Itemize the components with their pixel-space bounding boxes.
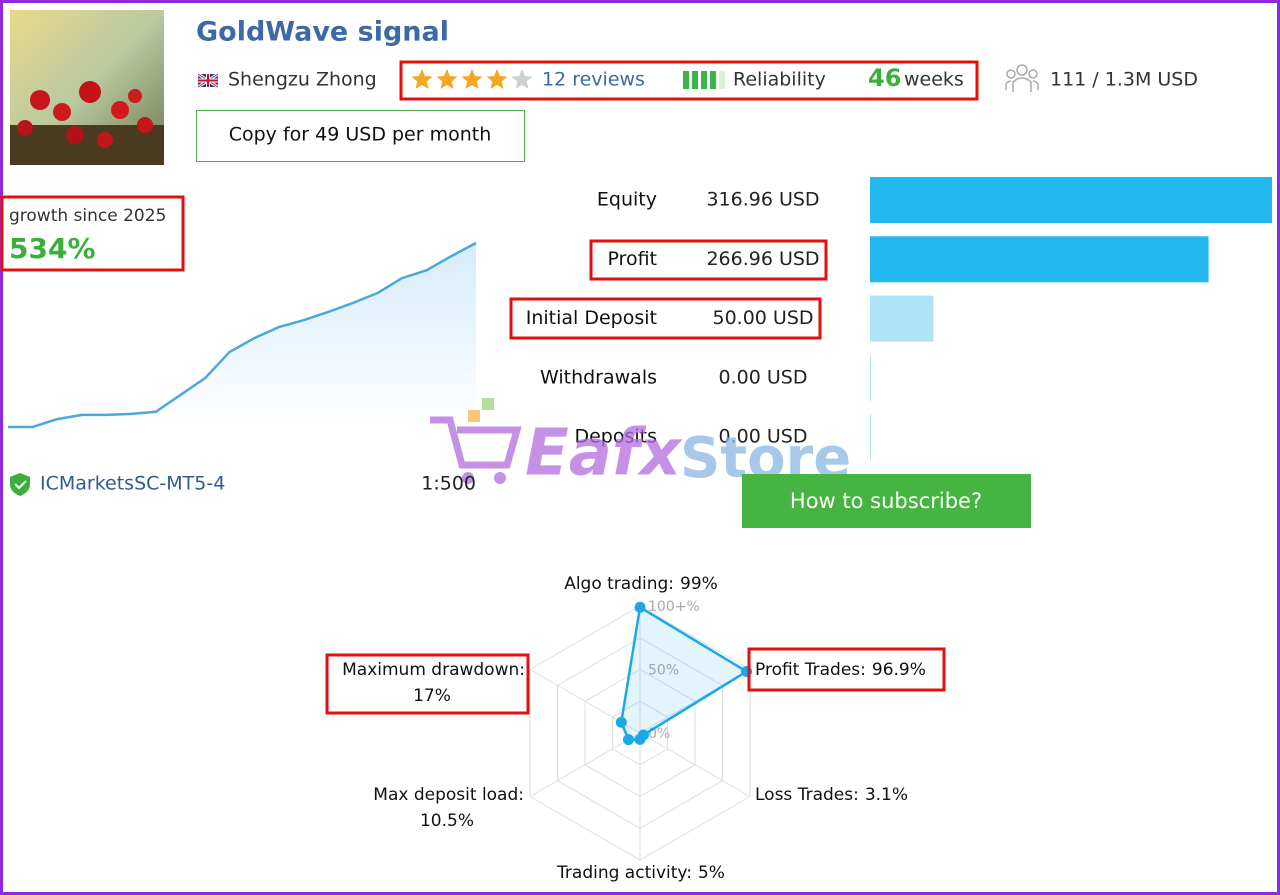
radar-chart: 100+%50%0%Algo trading:99%Profit Trades:…: [342, 574, 926, 883]
growth-chart: [8, 241, 477, 429]
radar-axis-value: 3.1%: [865, 785, 908, 805]
radar-axis-value: 17%: [413, 686, 451, 706]
radar-axis-value: 99%: [680, 574, 718, 594]
radar-axis-label: Algo trading:: [564, 574, 674, 594]
stat-label: Profit: [607, 248, 657, 270]
broker-name[interactable]: ICMarketsSC-MT5-4: [40, 473, 225, 495]
rating-star: [411, 69, 433, 89]
radar-point: [634, 601, 646, 613]
stat-label: Equity: [597, 189, 657, 211]
radar-axis-value: 10.5%: [420, 811, 474, 831]
reliability-label: Reliability: [733, 69, 826, 91]
watermark-brand: Eafx: [525, 417, 683, 491]
subscribers-icon: [1005, 64, 1039, 92]
radar-axis-label: Profit Trades:: [755, 660, 866, 680]
growth-area: [8, 243, 476, 427]
stat-bar: [870, 295, 934, 342]
radar-axis-value: 96.9%: [872, 660, 926, 680]
radar-tick-label: 100+%: [648, 599, 700, 615]
radar-axis-text: Trading activity: 5%: [556, 863, 725, 883]
avatar-image: [10, 10, 164, 165]
radar-axis-label: Maximum drawdown:: [342, 660, 525, 680]
growth-label: growth since 2025: [9, 206, 166, 226]
stat-bar: [870, 236, 1209, 283]
copy-button-label[interactable]: Copy for 49 USD per month: [229, 124, 492, 146]
radar-tick-label: 50%: [648, 663, 679, 679]
rating-star: [461, 69, 483, 89]
broker-shield: [10, 473, 30, 496]
radar-area: [620, 605, 750, 741]
radar-axis-text: Profit Trades: 96.9%: [755, 660, 926, 680]
watermark: Eafx Store: [430, 398, 851, 491]
subscribe-button[interactable]: [742, 474, 1031, 528]
radar-point: [634, 733, 646, 745]
stats-table: Equity 316.96 USD Profit 266.96 USD Initial …: [526, 177, 1272, 461]
stat-value: 266.96 USD: [706, 248, 819, 270]
stat-value: 316.96 USD: [706, 189, 819, 211]
signal-title[interactable]: GoldWave signal: [196, 17, 449, 48]
uk-flag: [197, 72, 219, 89]
stat-label: Initial Deposit: [526, 307, 657, 329]
author-name[interactable]: Shengzu Zhong: [228, 69, 377, 91]
copy-button[interactable]: [196, 110, 525, 162]
stat-label: Withdrawals: [540, 366, 657, 388]
weeks-value: 46: [868, 64, 901, 92]
rating-stars: [411, 69, 533, 89]
radar-axis-label: Max deposit load:: [373, 785, 524, 805]
radar-axis-value: 5%: [698, 863, 725, 883]
rating-star: [436, 69, 458, 89]
stat-bar: [870, 177, 1272, 223]
growth-value: 534%: [9, 232, 96, 265]
radar-spoke: [529, 732, 641, 797]
leverage: 1:500: [421, 473, 476, 495]
radar-spoke: [639, 732, 751, 797]
radar-axis-text: Algo trading: 99%: [564, 574, 718, 594]
subscribers: 111 / 1.3M USD: [1050, 69, 1198, 91]
stat-value: 50.00 USD: [712, 307, 813, 329]
stat-value: 0.00 USD: [719, 426, 808, 448]
subscribe-button-label[interactable]: How to subscribe?: [790, 489, 982, 513]
highlight-boxes: [0, 60, 979, 715]
stat-value: 0.00 USD: [719, 366, 808, 388]
radar-point: [615, 716, 627, 728]
growth-line: [8, 241, 477, 429]
radar-axis-label: Loss Trades:: [755, 785, 859, 805]
rating-star: [511, 69, 533, 89]
rating-star: [486, 69, 508, 89]
radar-point: [622, 734, 634, 746]
stat-label: Deposits: [574, 426, 657, 448]
weeks-unit: weeks: [904, 69, 964, 91]
reviews-link[interactable]: 12 reviews: [542, 69, 645, 91]
radar-axis-text: Loss Trades: 3.1%: [755, 785, 908, 805]
reliability-bars: [683, 71, 725, 89]
radar-axis-label: Trading activity:: [556, 863, 692, 883]
